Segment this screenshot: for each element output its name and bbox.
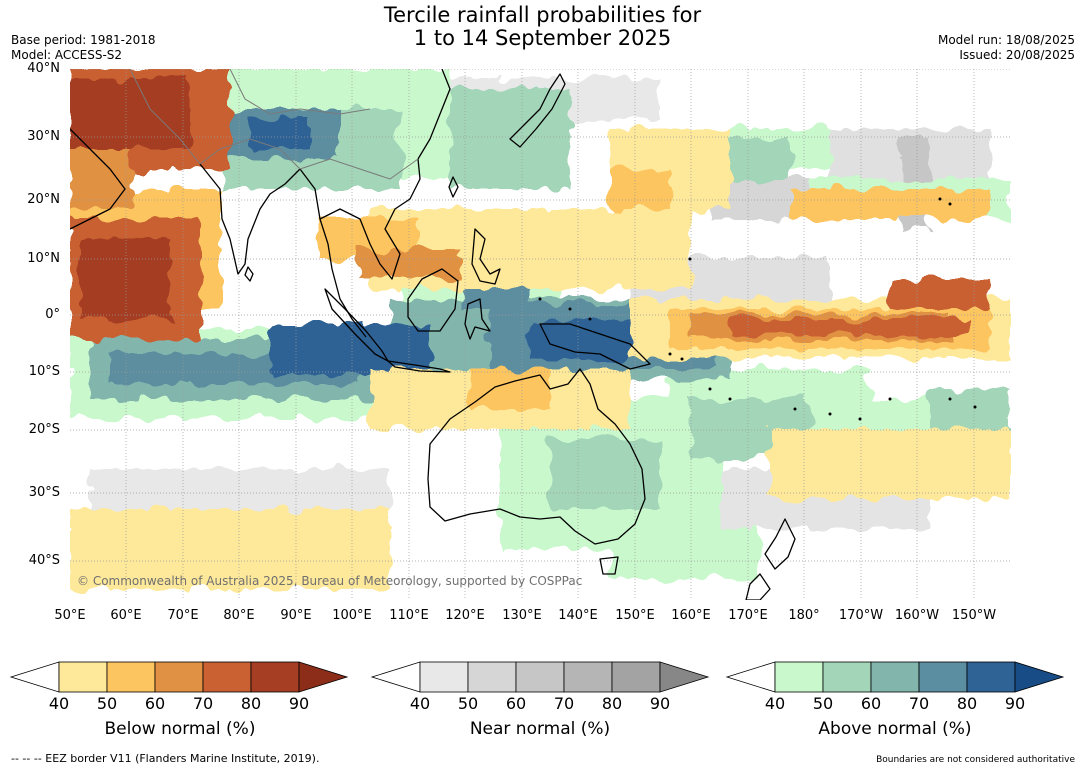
meta-right: Model run: 18/08/2025 Issued: 20/08/2025: [938, 33, 1075, 63]
lon-label: 60°E: [110, 608, 142, 623]
colorbar-segment: [154, 661, 204, 693]
below-tick: 50: [96, 694, 118, 713]
near-tick: 70: [553, 694, 575, 713]
lon-label: 150°W: [951, 608, 997, 623]
lon-label: 120°E: [445, 608, 485, 623]
above-tick: 50: [812, 694, 834, 713]
title-line-1: Tercile rainfall probabilities for: [383, 3, 702, 27]
above-normal-colorbar: [725, 661, 1065, 693]
below-tick: 40: [48, 694, 70, 713]
colorbar-segment: [58, 661, 108, 693]
copyright-notice: © Commonwealth of Australia 2025, Bureau…: [77, 574, 583, 588]
above-tick: 80: [956, 694, 978, 713]
colorbars: [9, 661, 1065, 693]
lat-label: 0°: [45, 307, 60, 322]
colorbar-high-extension: [659, 661, 710, 693]
lat-label: 20°N: [27, 192, 60, 207]
near-tick: 40: [409, 694, 431, 713]
graticule: [70, 69, 1011, 600]
pacific-islands: [538, 197, 977, 421]
boundaries-disclaimer: Boundaries are not considered authoritat…: [876, 755, 1075, 765]
issued-date: Issued: 20/08/2025: [959, 48, 1075, 62]
lon-label: 170°W: [838, 608, 884, 623]
below-tick: 90: [288, 694, 310, 713]
near-tick: 80: [601, 694, 623, 713]
above-tick: 60: [860, 694, 882, 713]
below-tick: 70: [192, 694, 214, 713]
near-tick: 50: [457, 694, 479, 713]
near-tick: 90: [649, 694, 671, 713]
model-name: Model: ACCESS-S2: [11, 48, 123, 62]
title-line-2: 1 to 14 September 2025: [413, 26, 672, 50]
lon-label: 70°E: [167, 608, 199, 623]
lon-label: 160°E: [671, 608, 711, 623]
colorbar-segment: [250, 661, 300, 693]
lon-label: 90°E: [280, 608, 312, 623]
colorbar-low-extension: [725, 661, 776, 693]
meta-left: Base period: 1981-2018 Model: ACCESS-S2: [11, 33, 156, 63]
below-tick: 60: [144, 694, 166, 713]
lon-label: 180°: [788, 608, 820, 623]
below-normal-title: Below normal (%): [104, 719, 256, 739]
colorbar-segment: [515, 661, 565, 693]
above-tick: 70: [908, 694, 930, 713]
colorbar-segment: [822, 661, 872, 693]
colorbar-segment: [870, 661, 920, 693]
colorbar-segment: [774, 661, 824, 693]
lat-label: 30°N: [27, 129, 60, 144]
lat-label: 20°S: [28, 422, 60, 437]
below-tick: 80: [240, 694, 262, 713]
near-tick: 60: [505, 694, 527, 713]
above-normal-title: Above normal (%): [818, 719, 972, 739]
colorbar-segment: [918, 661, 968, 693]
map-title: Tercile rainfall probabilities for 1 to …: [0, 4, 1085, 50]
colorbar-segment: [202, 661, 252, 693]
lon-label: 140°E: [558, 608, 598, 623]
lat-label: 30°S: [28, 485, 60, 500]
below-normal-colorbar: [9, 661, 349, 693]
country-borders: [129, 69, 419, 180]
map-canvas: [70, 69, 1011, 600]
lon-label: 170°E: [728, 608, 768, 623]
forecast-map: [70, 69, 1011, 600]
colorbar-segment: [106, 661, 156, 693]
lon-label: 110°E: [389, 608, 429, 623]
colorbar-segment: [966, 661, 1016, 693]
lon-label: 100°E: [332, 608, 372, 623]
lat-label: 10°S: [28, 364, 60, 379]
base-period: Base period: 1981-2018: [11, 33, 156, 47]
lon-label: 150°E: [615, 608, 655, 623]
lon-label: 160°W: [894, 608, 940, 623]
eez-footnote: -- -- -- EEZ border V11 (Flanders Marine…: [11, 752, 320, 765]
coastlines: [70, 69, 796, 600]
lat-label: 10°N: [27, 251, 60, 266]
colorbar-high-extension: [298, 661, 349, 693]
colorbar-segment: [611, 661, 661, 693]
colorbar-segment: [563, 661, 613, 693]
lat-label: 40°S: [28, 553, 60, 568]
lat-label: 40°N: [27, 61, 60, 76]
colorbar-high-extension: [1014, 661, 1065, 693]
above-tick: 40: [764, 694, 786, 713]
colorbar-segment: [467, 661, 517, 693]
colorbar-segment: [419, 661, 469, 693]
near-normal-colorbar: [370, 661, 710, 693]
lon-label: 130°E: [502, 608, 542, 623]
probability-field: [70, 69, 1010, 589]
near-normal-title: Near normal (%): [469, 719, 611, 739]
colorbar-low-extension: [370, 661, 421, 693]
colorbar-low-extension: [9, 661, 60, 693]
model-run: Model run: 18/08/2025: [937, 33, 1075, 47]
lon-label: 50°E: [54, 608, 86, 623]
above-tick: 90: [1004, 694, 1026, 713]
lon-label: 80°E: [223, 608, 255, 623]
